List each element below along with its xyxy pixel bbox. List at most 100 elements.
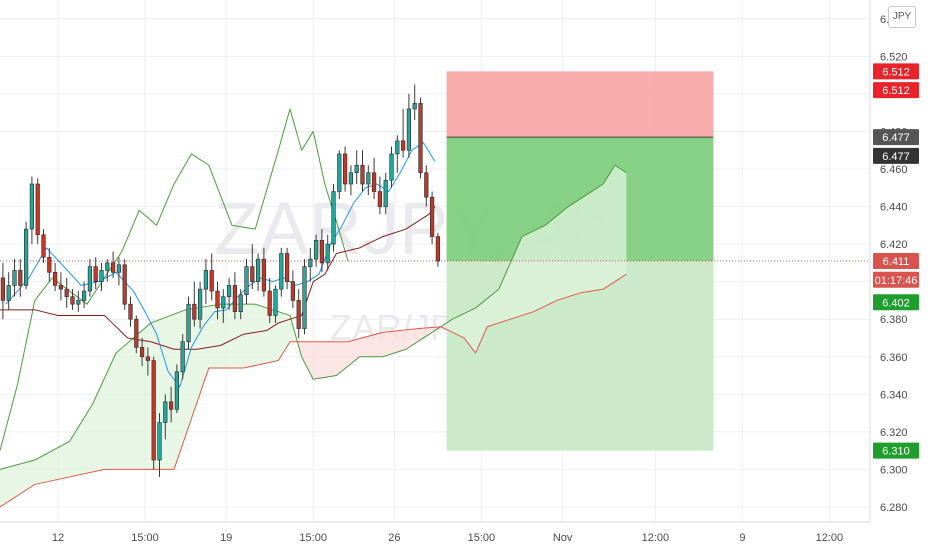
- candle-body: [203, 270, 208, 290]
- time-tick-label: 15:00: [468, 532, 496, 544]
- ichimoku-cloud: [0, 165, 627, 507]
- candle-body: [337, 153, 342, 192]
- candle-body: [24, 228, 29, 286]
- price-tag-label: 6.477: [882, 132, 910, 144]
- candle-body: [296, 300, 301, 329]
- senkou-span-b-line: [0, 273, 627, 508]
- candle-body: [354, 164, 359, 174]
- price-tick-label: 6.420: [880, 239, 908, 251]
- candle-body: [0, 277, 5, 301]
- candle-body: [308, 258, 313, 267]
- time-tick-label: Nov: [553, 532, 573, 544]
- candle-body: [18, 270, 23, 286]
- candle-body: [261, 258, 266, 292]
- candle-body: [128, 303, 133, 320]
- price-tag-bg: [873, 82, 919, 99]
- price-tag-label: 6.512: [882, 85, 910, 97]
- time-tick-label: 26: [388, 532, 400, 544]
- price-tags: 6.512 6.512 6.477 6.477 6.411 01:17:46 6.402 6.…: [873, 63, 919, 459]
- candle-body: [389, 153, 394, 181]
- candle-body: [215, 290, 220, 309]
- candle-body: [302, 266, 307, 329]
- time-tick-label: 15:00: [131, 532, 159, 544]
- price-tag-bg: [873, 271, 919, 288]
- candle-body: [174, 371, 179, 410]
- candle-body: [58, 285, 63, 290]
- candle-body: [430, 196, 435, 237]
- candle-body: [87, 266, 92, 292]
- candle-body: [12, 270, 17, 286]
- candle-body: [192, 303, 197, 320]
- candle-body: [232, 285, 237, 312]
- time-axis[interactable]: 12 15:00 19 15:00 26 15:00 Nov 12:00 9 12:00: [0, 521, 932, 550]
- candle-body: [343, 153, 348, 185]
- candle-body: [238, 294, 243, 312]
- candle-body: [325, 243, 330, 264]
- price-tick-label: 6.520: [880, 51, 908, 63]
- time-tick-label: 12:00: [816, 532, 844, 544]
- candle-body: [221, 296, 226, 309]
- cloud-bullish: [0, 304, 299, 507]
- candle-body: [53, 271, 58, 286]
- price-tag-label: 6.411: [883, 256, 910, 268]
- price-tick-label: 6.280: [880, 502, 908, 514]
- candle-body: [360, 164, 365, 185]
- time-tick-label: 12:00: [642, 532, 670, 544]
- candle-body: [331, 191, 336, 245]
- candle-body: [151, 360, 156, 461]
- stop-loss-zone[interactable]: [446, 71, 714, 138]
- price-tag-bg: [873, 294, 919, 311]
- candle-body: [105, 262, 110, 271]
- candle-body: [145, 356, 150, 361]
- candle-body: [418, 102, 423, 174]
- candle-body: [180, 341, 185, 373]
- candle-body: [424, 172, 429, 198]
- price-tick-label: 6.340: [880, 389, 908, 401]
- kijun-sen-line: [0, 206, 436, 350]
- price-tag-label: 6.402: [882, 297, 910, 309]
- price-tick-label: 6.320: [880, 427, 908, 439]
- candle-body: [35, 183, 40, 236]
- candle-body: [47, 256, 52, 273]
- senkou-span-a-line: [0, 164, 627, 470]
- candle-body: [319, 240, 324, 264]
- price-tick-label: 6.440: [880, 202, 908, 214]
- time-axis-bg: [0, 522, 932, 550]
- candle-body: [140, 347, 145, 358]
- candle-body: [93, 266, 98, 282]
- candle-body: [111, 262, 116, 273]
- price-tag-bg: [873, 253, 919, 269]
- candle-body: [267, 290, 272, 316]
- candle-body: [76, 300, 81, 305]
- price-tag-bg: [873, 63, 919, 80]
- candle-body: [406, 108, 411, 151]
- candle-body: [163, 401, 168, 423]
- candles: [0, 84, 440, 477]
- candle-body: [372, 172, 377, 192]
- currency-button[interactable]: JPY: [888, 6, 916, 28]
- candle-body: [134, 318, 139, 348]
- price-tag-label: 6.512: [882, 66, 910, 78]
- candle-body: [244, 266, 249, 296]
- candle-body: [82, 290, 87, 301]
- candle-body: [41, 234, 46, 258]
- candle-body: [6, 285, 11, 301]
- candle-body: [273, 288, 278, 316]
- candle-body: [256, 258, 261, 282]
- price-tick-label: 6.460: [880, 164, 908, 176]
- candle-body: [157, 422, 162, 461]
- candle-body: [366, 172, 371, 185]
- price-tag-label: 01:17:46: [875, 275, 918, 287]
- time-tick-label: 9: [739, 532, 745, 544]
- candle-body: [227, 285, 232, 297]
- candle-body: [64, 288, 69, 297]
- candle-body: [116, 264, 121, 273]
- price-tag-label: 6.477: [882, 151, 910, 163]
- candle-body: [435, 236, 440, 262]
- candle-body: [395, 140, 400, 155]
- candle-body: [250, 266, 255, 282]
- price-tick-label: 6.380: [880, 314, 908, 326]
- price-tick-label: 6.300: [880, 464, 908, 476]
